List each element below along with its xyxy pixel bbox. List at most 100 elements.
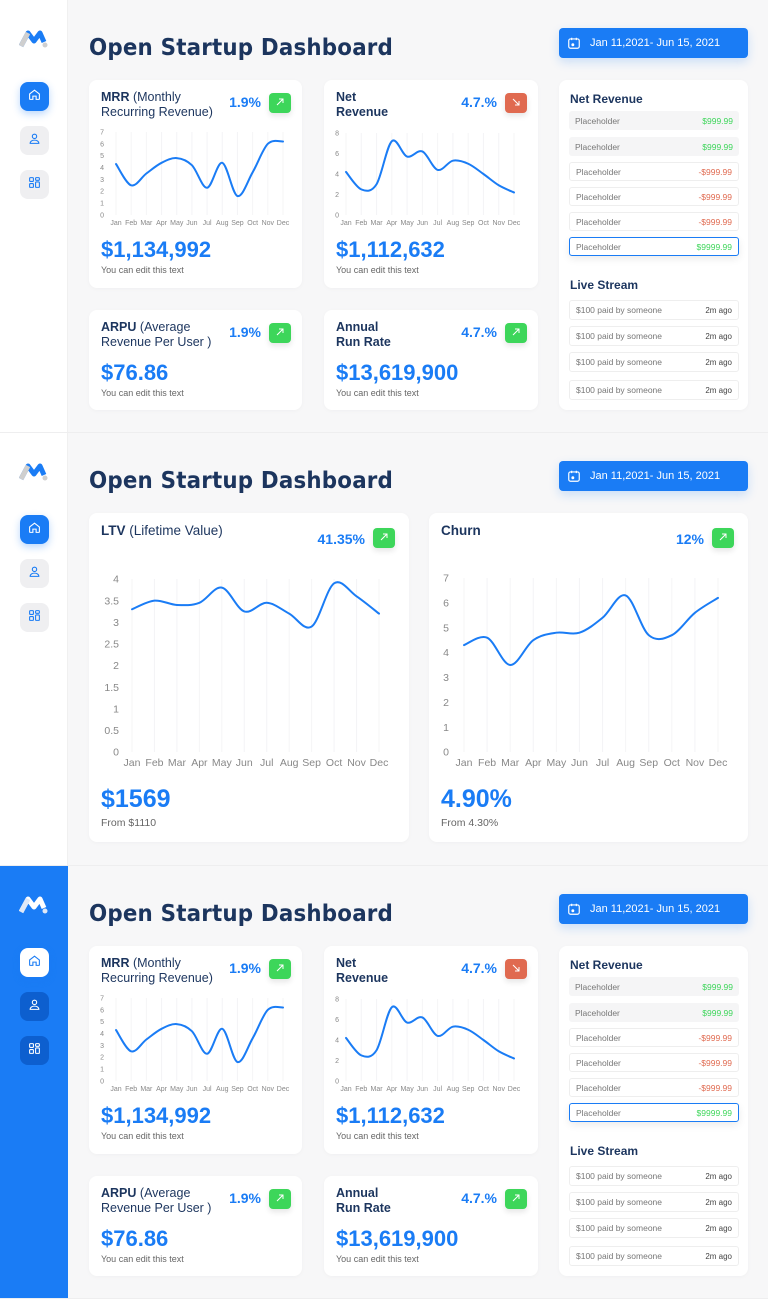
x-tick-label: Oct (326, 757, 342, 769)
x-tick-label: Sep (639, 757, 658, 769)
change-percent: 1.9% (229, 1190, 261, 1206)
y-tick-label: 0 (335, 1078, 339, 1085)
live-stream-item[interactable]: $100 paid by someone 2m ago (569, 1192, 739, 1212)
net-revenue-item[interactable]: Placeholder -$999.99 (569, 212, 739, 231)
y-tick-label: 3.5 (104, 595, 119, 607)
item-label: Placeholder (575, 141, 620, 152)
x-tick-label: May (400, 1086, 414, 1093)
item-label: Placeholder (576, 1107, 621, 1118)
sidebar-item-user[interactable] (20, 559, 49, 588)
y-tick-label: 8 (335, 130, 339, 137)
y-tick-label: 6 (443, 598, 449, 610)
y-tick-label: 2 (100, 1055, 104, 1062)
y-tick-label: 6 (335, 151, 339, 158)
sidebar-item-grid[interactable] (20, 1036, 49, 1065)
net-revenue-item[interactable]: Placeholder -$999.99 (569, 1078, 739, 1097)
date-range-button[interactable]: Jan 11,2021- Jun 15, 2021 (559, 28, 748, 58)
x-tick-label: Nov (686, 757, 705, 769)
x-tick-label: Mar (168, 757, 187, 769)
net-revenue-item[interactable]: Placeholder $999.99 (569, 977, 739, 996)
net-revenue-item[interactable]: Placeholder $9999.99 (569, 237, 739, 256)
net-revenue-item[interactable]: Placeholder -$999.99 (569, 162, 739, 181)
arrow-up-right-icon (511, 1190, 521, 1208)
arrow-up-right-icon (718, 529, 728, 547)
metric-note: You can edit this text (336, 265, 419, 275)
sidebar-item-user[interactable] (20, 992, 49, 1021)
x-tick-label: Dec (508, 1086, 521, 1093)
y-tick-label: 2 (100, 189, 104, 196)
item-amount: -$999.99 (698, 1082, 732, 1093)
y-tick-label: 2 (113, 660, 119, 672)
metric-value: $1,112,632 (336, 1103, 445, 1128)
sidebar-item-user[interactable] (20, 126, 49, 155)
live-stream-item[interactable]: $100 paid by someone 2m ago (569, 1218, 739, 1238)
sidebar-item-grid[interactable] (20, 603, 49, 632)
item-amount: -$999.99 (698, 166, 732, 177)
page-title: Open Startup Dashboard (89, 901, 394, 927)
card-title: ARPU (Average Revenue Per User ) (101, 1186, 221, 1216)
card-title-main: ARPU (101, 320, 137, 334)
arpu-card: ARPU (Average Revenue Per User ) 1.9% $7… (89, 1176, 302, 1276)
sidebar-item-home[interactable] (20, 515, 49, 544)
metric-note: You can edit this text (336, 1131, 419, 1141)
stream-text: $100 paid by someone (576, 1251, 663, 1261)
live-stream-item[interactable]: $100 paid by someone 2m ago (569, 326, 739, 346)
net-revenue-item[interactable]: Placeholder -$999.99 (569, 187, 739, 206)
x-tick-label: Jun (417, 220, 428, 227)
change-percent: 4.7.% (461, 1190, 497, 1206)
change-percent: 1.9% (229, 324, 261, 340)
x-tick-label: Jul (203, 1086, 212, 1093)
card-title-main: Net Revenue (336, 90, 389, 119)
net-revenue-card: Net Revenue 4.7.% Jan Feb Mar Apr May Jun Jul A… (324, 946, 538, 1154)
x-tick-label: Dec (508, 220, 521, 227)
y-tick-label: 1 (100, 1067, 104, 1074)
metric-value: $1,134,992 (101, 237, 212, 262)
x-tick-label: Jul (433, 1086, 442, 1093)
series-line (131, 581, 380, 629)
y-tick-label: 6 (335, 1017, 339, 1024)
trend-badge (505, 1189, 527, 1209)
x-tick-label: Jul (433, 220, 442, 227)
date-range-button[interactable]: Jan 11,2021- Jun 15, 2021 (559, 461, 748, 491)
change-percent: 4.7.% (461, 324, 497, 340)
x-tick-label: Sep (302, 757, 321, 769)
live-stream-item[interactable]: $100 paid by someone 2m ago (569, 1246, 739, 1266)
y-tick-label: 7 (100, 129, 104, 136)
live-stream-item[interactable]: $100 paid by someone 2m ago (569, 380, 739, 400)
metric-note: You can edit this text (101, 388, 184, 398)
live-stream-item[interactable]: $100 paid by someone 2m ago (569, 1166, 739, 1186)
x-tick-label: Nov (262, 220, 275, 227)
y-tick-label: 4 (335, 171, 339, 178)
live-stream-item[interactable]: $100 paid by someone 2m ago (569, 352, 739, 372)
x-tick-label: Feb (125, 1086, 137, 1093)
net-revenue-item[interactable]: Placeholder $999.99 (569, 111, 739, 130)
net-revenue-item[interactable]: Placeholder $999.99 (569, 1003, 739, 1022)
y-tick-label: 0 (100, 212, 104, 219)
live-stream-item[interactable]: $100 paid by someone 2m ago (569, 300, 739, 320)
stream-time: 2m ago (705, 305, 732, 315)
sidebar-item-home[interactable] (20, 82, 49, 111)
net-revenue-item[interactable]: Placeholder -$999.99 (569, 1053, 739, 1072)
net-revenue-item[interactable]: Placeholder $9999.99 (569, 1103, 739, 1122)
x-tick-label: Dec (709, 757, 728, 769)
x-tick-label: Dec (277, 1086, 290, 1093)
x-tick-label: Jan (340, 220, 351, 227)
y-tick-label: 3 (113, 617, 119, 629)
x-tick-label: Aug (447, 220, 460, 227)
item-amount: $999.99 (702, 141, 733, 152)
sidebar-item-grid[interactable] (20, 170, 49, 199)
card-title: Churn (441, 523, 641, 538)
series-line (115, 1005, 284, 1064)
net-revenue-item[interactable]: Placeholder $999.99 (569, 137, 739, 156)
date-range-button[interactable]: Jan 11,2021- Jun 15, 2021 (559, 894, 748, 924)
card-title-sub: (Monthly Recurring Revenue) (101, 956, 213, 985)
x-tick-label: Mar (140, 220, 153, 227)
date-range-label: Jan 11,2021- Jun 15, 2021 (590, 470, 721, 482)
y-tick-label: 2 (335, 1058, 339, 1065)
card-title: Annual Run Rate (336, 1186, 398, 1216)
trend-badge (505, 959, 527, 979)
dashboard-overview: Open Startup Dashboard Jan 11,2021- Jun … (0, 0, 768, 433)
sidebar-item-home[interactable] (20, 948, 49, 977)
item-label: Placeholder (575, 115, 620, 126)
net-revenue-item[interactable]: Placeholder -$999.99 (569, 1028, 739, 1047)
